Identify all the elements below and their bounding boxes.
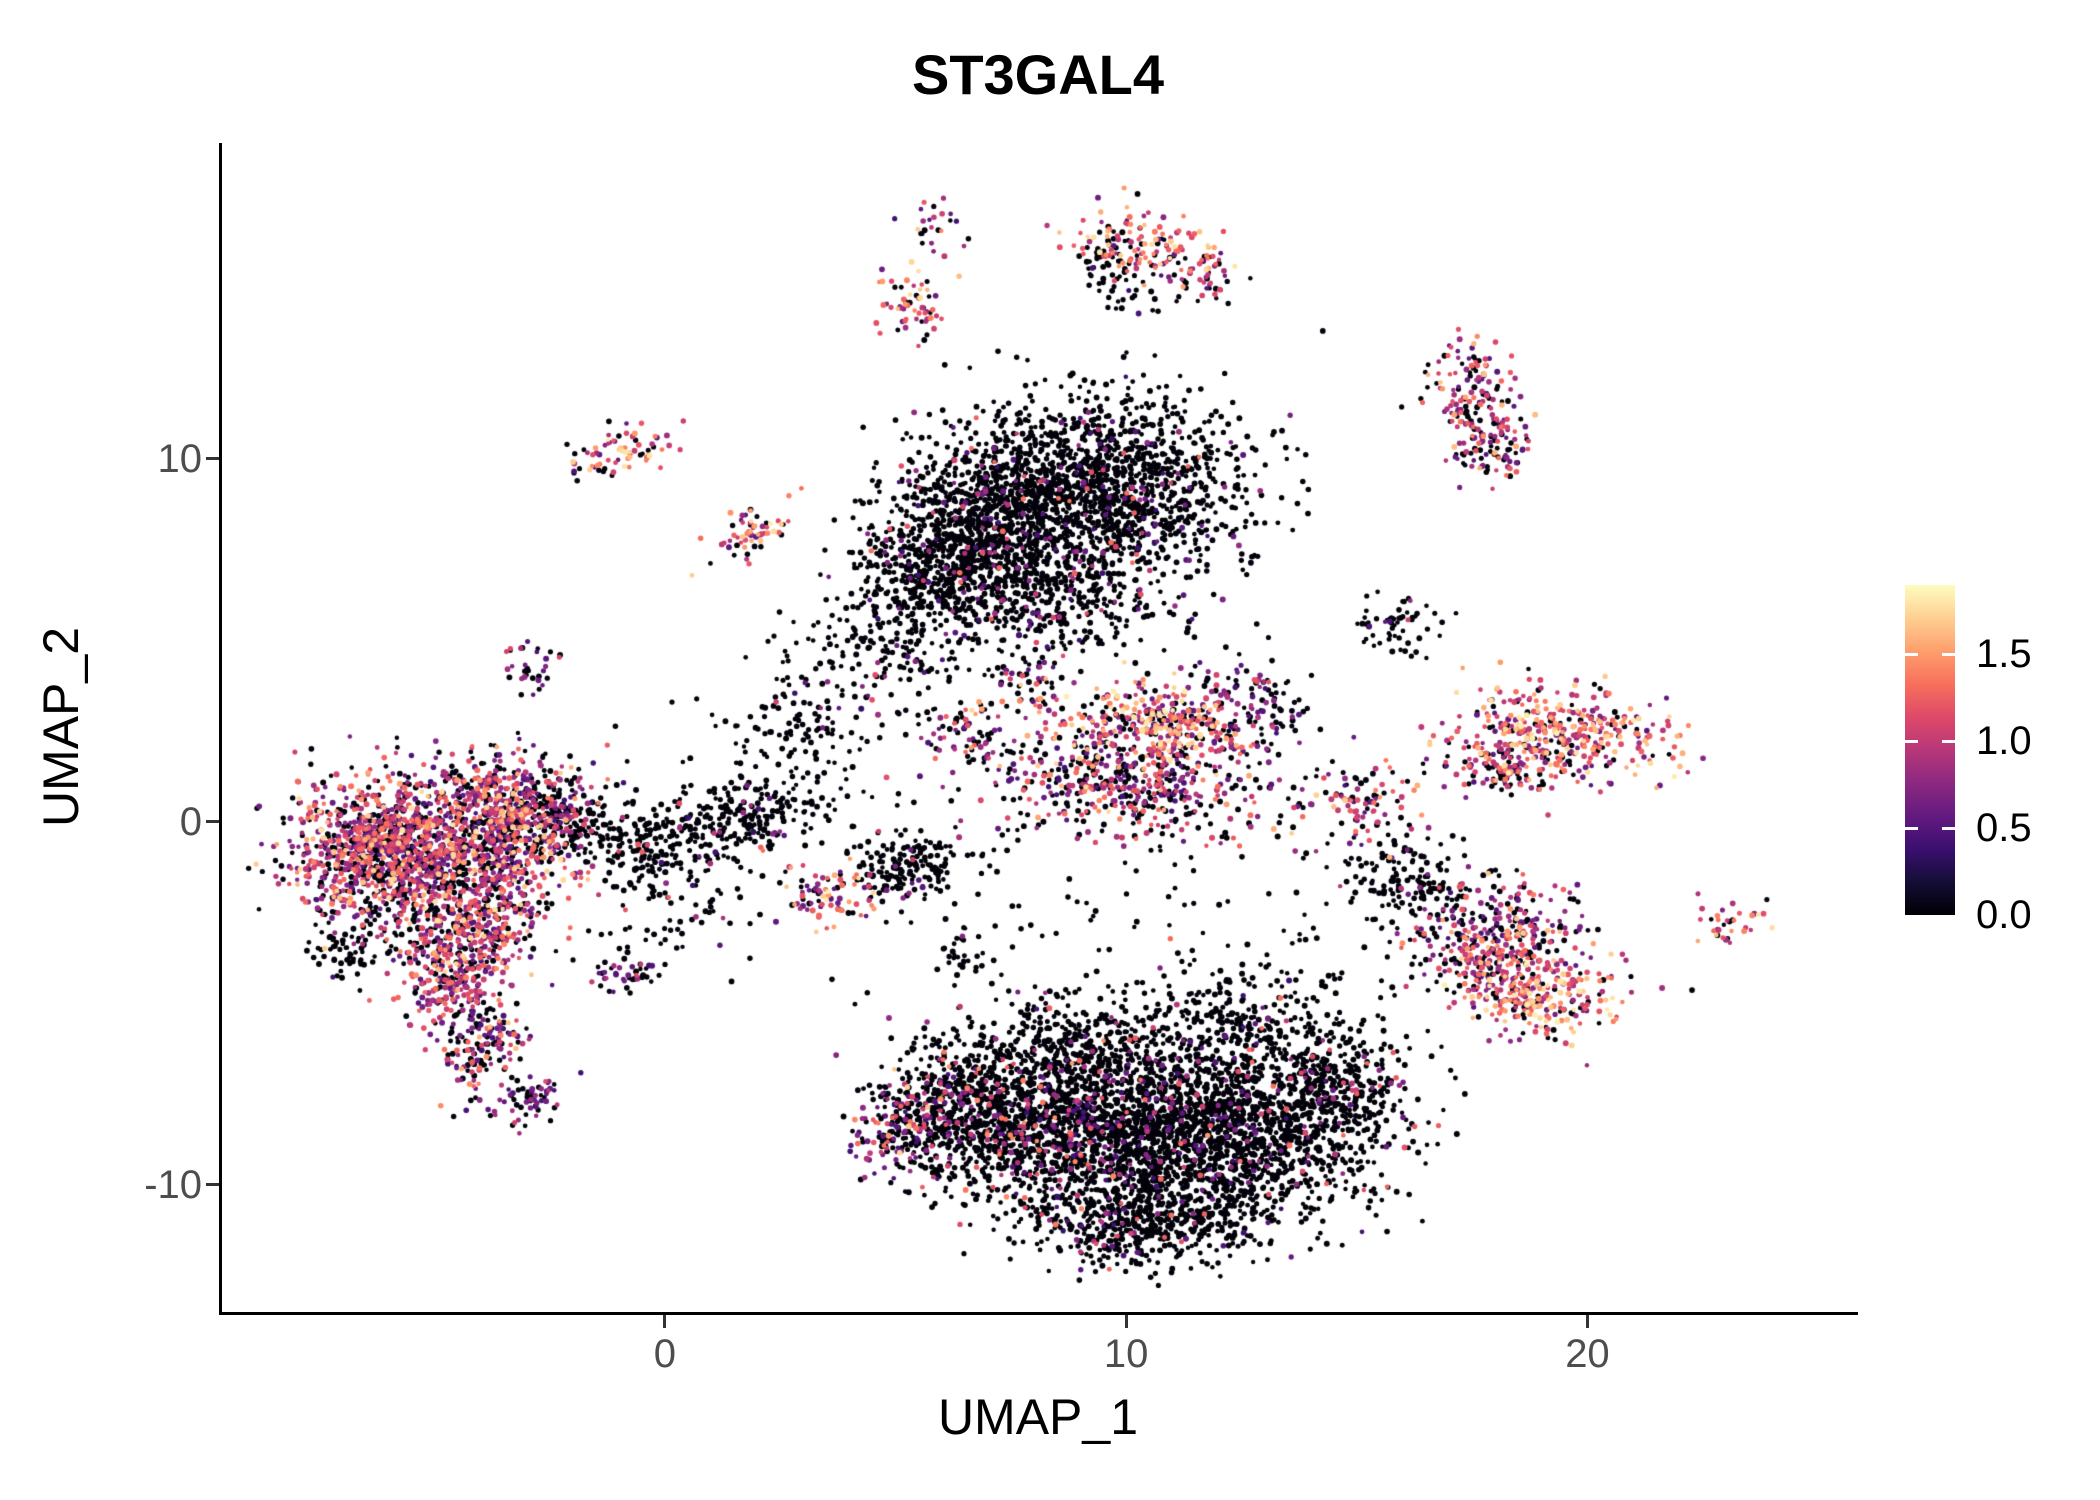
x-tick-label: 20 [1565, 1332, 1610, 1376]
y-axis-label: UMAP_2 [33, 626, 89, 828]
x-tick-mark [1585, 1315, 1589, 1328]
colorbar-tick-mark [1942, 739, 1955, 743]
y-tick-label: 10 [157, 436, 203, 481]
colorbar-tick-label: 1.5 [1976, 632, 2032, 677]
x-axis-line [219, 1312, 1858, 1315]
colorbar-gradient [1905, 585, 1955, 915]
y-tick-label: 0 [179, 799, 202, 844]
colorbar-tick-label: 1.0 [1976, 719, 2032, 764]
colorbar-tick-mark [1905, 739, 1918, 743]
y-tick-mark [206, 820, 219, 824]
y-tick-label: -10 [144, 1162, 202, 1207]
x-tick-mark [663, 1315, 667, 1328]
x-axis-label: UMAP_1 [937, 1389, 1139, 1445]
y-tick-mark [206, 457, 219, 461]
plot-title: ST3GAL4 [911, 43, 1165, 106]
colorbar-tick-mark [1905, 652, 1918, 656]
x-tick-label: 10 [1103, 1332, 1149, 1376]
y-tick-mark [206, 1183, 219, 1187]
colorbar-tick-mark [1905, 826, 1918, 830]
colorbar-tick-label: 0.0 [1976, 893, 2032, 937]
colorbar-tick-mark [1942, 652, 1955, 656]
colorbar-tick-mark [1942, 826, 1955, 830]
x-tick-mark [1124, 1315, 1128, 1328]
colorbar-tick-label: 0.5 [1976, 806, 2032, 851]
y-axis-line [219, 143, 222, 1315]
x-tick-label: 0 [653, 1332, 676, 1376]
